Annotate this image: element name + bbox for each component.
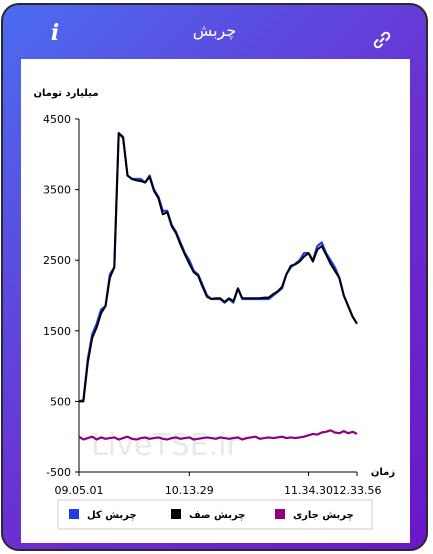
legend-swatch — [69, 509, 79, 519]
y-tick-label: 1500 — [43, 325, 71, 338]
y-tick-label: 4500 — [43, 113, 71, 126]
link-icon[interactable] — [373, 31, 391, 49]
legend-label: چربش جاری — [293, 510, 354, 521]
legend-label: چربش کل — [87, 510, 137, 521]
legend — [57, 499, 373, 530]
info-icon[interactable]: i — [50, 20, 60, 46]
x-ticks: 09.05.01 10.13.29 11.34.30 12.33.56 — [55, 472, 382, 497]
y-tick-label: -500 — [46, 466, 71, 479]
line-chart: میلیارد تومان زمان LiveTSE.ir 4500 3500 25… — [33, 88, 395, 530]
card-header: i چربش — [3, 5, 426, 59]
y-tick-label: 2500 — [43, 254, 71, 267]
x-tick-label: 09.05.01 — [55, 484, 104, 497]
x-axis-label: زمان — [371, 467, 395, 478]
chart-panel: میلیارد تومان زمان LiveTSE.ir 4500 3500 25… — [21, 59, 410, 543]
series-line-3 — [78, 429, 358, 441]
legend-swatch — [171, 509, 181, 519]
series-line-1 — [78, 131, 358, 403]
legend-label: چربش صف — [189, 510, 245, 521]
y-tick-label: 3500 — [43, 184, 71, 197]
x-tick-label: 12.33.56 — [333, 484, 382, 497]
series-lines — [78, 131, 358, 441]
x-tick-label: 11.34.30 — [284, 484, 333, 497]
legend-swatch — [275, 509, 285, 519]
y-axis-label: میلیارد تومان — [33, 88, 98, 99]
watermark: LiveTSE.ir — [91, 428, 239, 463]
y-ticks: 4500 3500 2500 1500 500 -500 — [43, 113, 79, 479]
y-tick-label: 500 — [50, 395, 71, 408]
card-title: چربش — [192, 21, 237, 40]
legend-items: چربش کل چربش صف چربش جاری — [69, 509, 354, 521]
x-tick-label: 10.13.29 — [165, 484, 214, 497]
series-line-2 — [79, 132, 358, 403]
chart-card: i چربش میلیارد تومان زمان LiveTSE.ir 450… — [1, 3, 428, 551]
